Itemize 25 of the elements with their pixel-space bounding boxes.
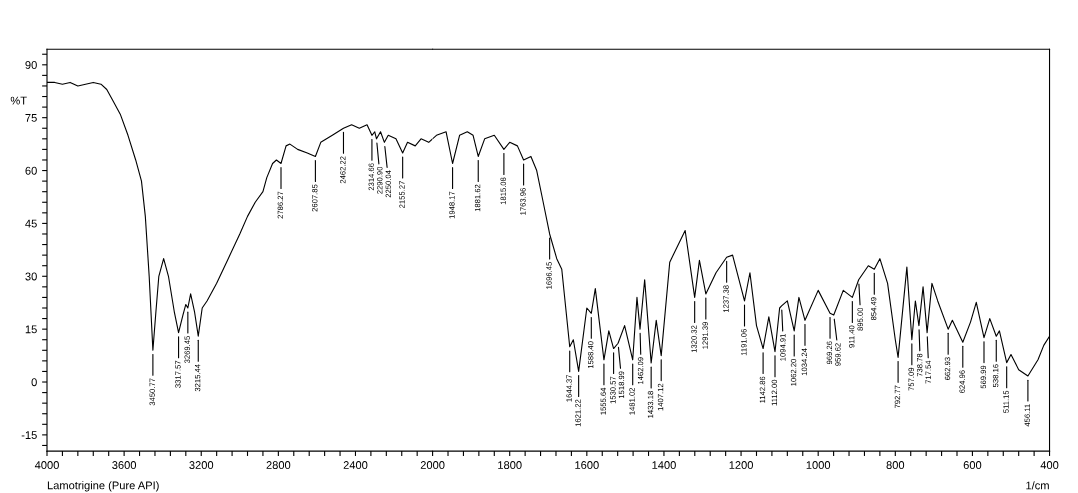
x-tick-label: 2400 bbox=[343, 461, 368, 469]
x-tick-label: 1200 bbox=[729, 461, 753, 469]
x-tick-label: 3600 bbox=[112, 461, 137, 469]
y-tick-label: 30 bbox=[25, 272, 37, 281]
y-tick-label: 90 bbox=[25, 61, 37, 69]
x-tick-label: 1000 bbox=[806, 461, 831, 469]
x-tick-label: 400 bbox=[1040, 461, 1059, 469]
x-tick-label: 1400 bbox=[652, 461, 676, 469]
y-tick-label: 15 bbox=[25, 325, 37, 334]
x-tick-label: 800 bbox=[886, 461, 905, 469]
y-axis-title: %T bbox=[10, 96, 27, 105]
y-tick-label: 75 bbox=[25, 114, 37, 122]
x-tick-label: 2000 bbox=[420, 461, 445, 469]
x-tick-label: 3200 bbox=[189, 461, 214, 469]
y-tick-label: 0 bbox=[31, 378, 37, 387]
x-tick-label: 1800 bbox=[498, 461, 522, 469]
y-tick-label: 45 bbox=[25, 219, 37, 228]
text: Lamotrigine (Pure API) bbox=[47, 481, 159, 492]
y-tick-label: -15 bbox=[21, 431, 37, 440]
x-tick-label: 4000 bbox=[34, 461, 59, 469]
x-tick-label: 600 bbox=[963, 461, 982, 469]
x-tick-label: 1600 bbox=[575, 461, 599, 469]
y-tick-label: 60 bbox=[25, 166, 37, 175]
x-axis-title: 1/cm bbox=[1026, 481, 1049, 490]
x-tick-label: 2800 bbox=[266, 461, 291, 469]
